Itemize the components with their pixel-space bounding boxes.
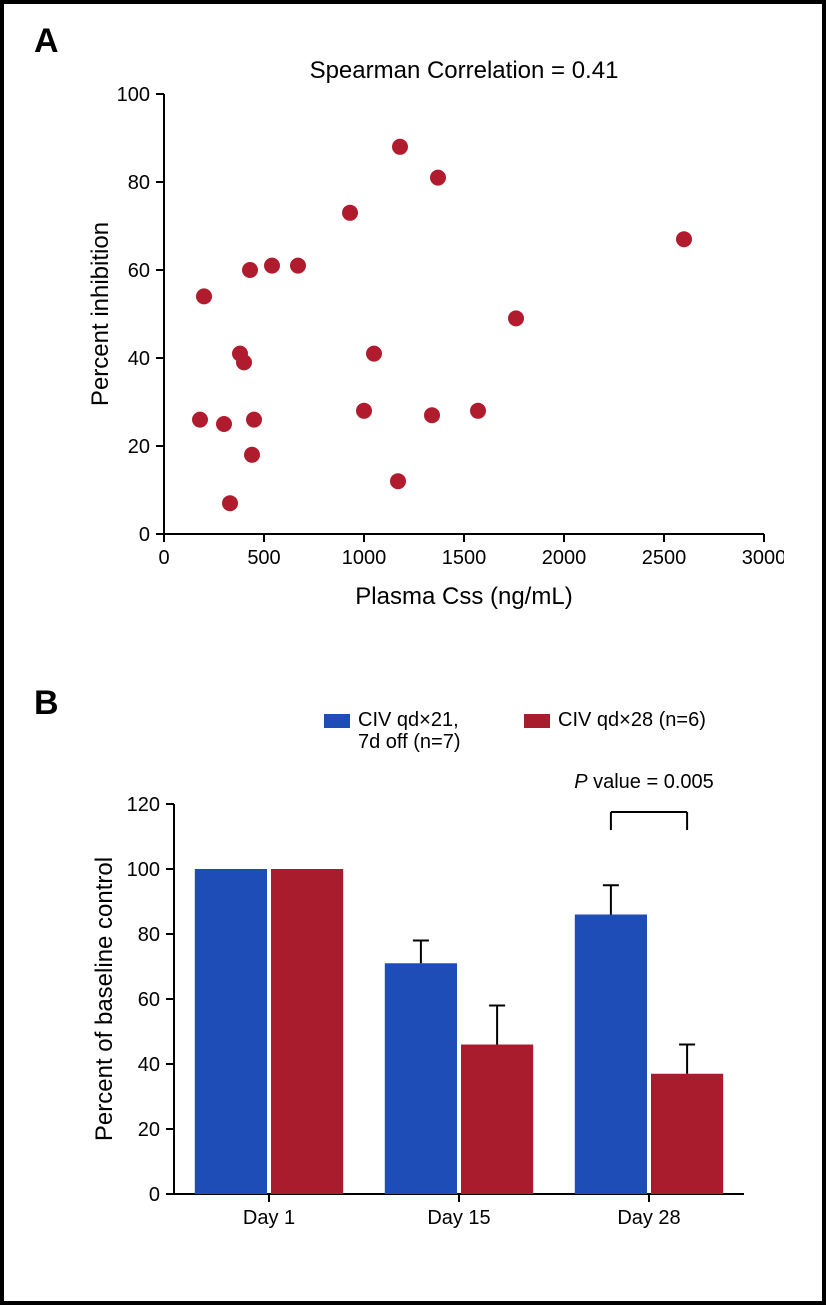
svg-text:80: 80 [138,924,160,946]
pvalue-text: P value = 0.005 [574,771,714,793]
svg-text:0: 0 [139,524,150,546]
panel-a-ylabel: Percent inhibition [87,222,114,406]
svg-text:500: 500 [247,547,280,569]
figure-container: A B Spearman Correlation = 0.41 0 20 40 60 8… [0,0,826,1305]
svg-text:Day 15: Day 15 [427,1207,490,1229]
legend-swatch-0 [324,714,350,728]
panel-a-title: Spearman Correlation = 0.41 [310,57,619,84]
svg-text:60: 60 [128,260,150,282]
svg-text:60: 60 [138,989,160,1011]
panel-a-xlabel: Plasma Css (ng/mL) [355,583,572,610]
svg-text:100: 100 [127,859,160,881]
legend-text-0-line2: 7d off (n=7) [358,731,460,753]
svg-text:100: 100 [117,84,150,106]
panel-a-xticks: 0 500 1000 1500 2000 2500 3000 [158,534,784,569]
panel-b-legend: CIV qd×21, 7d off (n=7) CIV qd×28 (n=6) [324,709,706,753]
panel-b-pvalue: P value = 0.005 [574,771,714,830]
svg-text:1000: 1000 [342,547,387,569]
svg-text:20: 20 [138,1119,160,1141]
svg-text:3000: 3000 [742,547,784,569]
svg-text:120: 120 [127,794,160,816]
panel-b-bars [195,869,723,1194]
svg-text:40: 40 [138,1054,160,1076]
panel-a-points [192,139,692,511]
svg-text:0: 0 [149,1184,160,1206]
panel-b-xticks: Day 1 Day 15 Day 28 [243,1194,681,1229]
panel-a-yticks: 0 20 40 60 80 100 [117,84,164,546]
svg-text:1500: 1500 [442,547,487,569]
svg-text:2000: 2000 [542,547,587,569]
panel-b-yticks: 0 20 40 60 80 100 120 [127,794,174,1206]
svg-text:0: 0 [158,547,169,569]
svg-text:20: 20 [128,436,150,458]
legend-text-1-line1: CIV qd×28 (n=6) [558,709,706,731]
panel-a-scatter: Spearman Correlation = 0.41 0 20 40 60 80 100… [84,44,784,624]
panel-b-label: B [34,684,59,723]
panel-b-bar: CIV qd×21, 7d off (n=7) CIV qd×28 (n=6) … [84,704,784,1264]
legend-swatch-1 [524,714,550,728]
svg-text:40: 40 [128,348,150,370]
panel-a-axes [164,94,764,534]
svg-text:2500: 2500 [642,547,687,569]
svg-text:Day 1: Day 1 [243,1207,295,1229]
svg-text:80: 80 [128,172,150,194]
panel-a-label: A [34,22,59,61]
panel-b-ylabel: Percent of baseline control [91,857,118,1141]
svg-text:Day 28: Day 28 [617,1207,680,1229]
legend-text-0-line1: CIV qd×21, [358,709,459,731]
